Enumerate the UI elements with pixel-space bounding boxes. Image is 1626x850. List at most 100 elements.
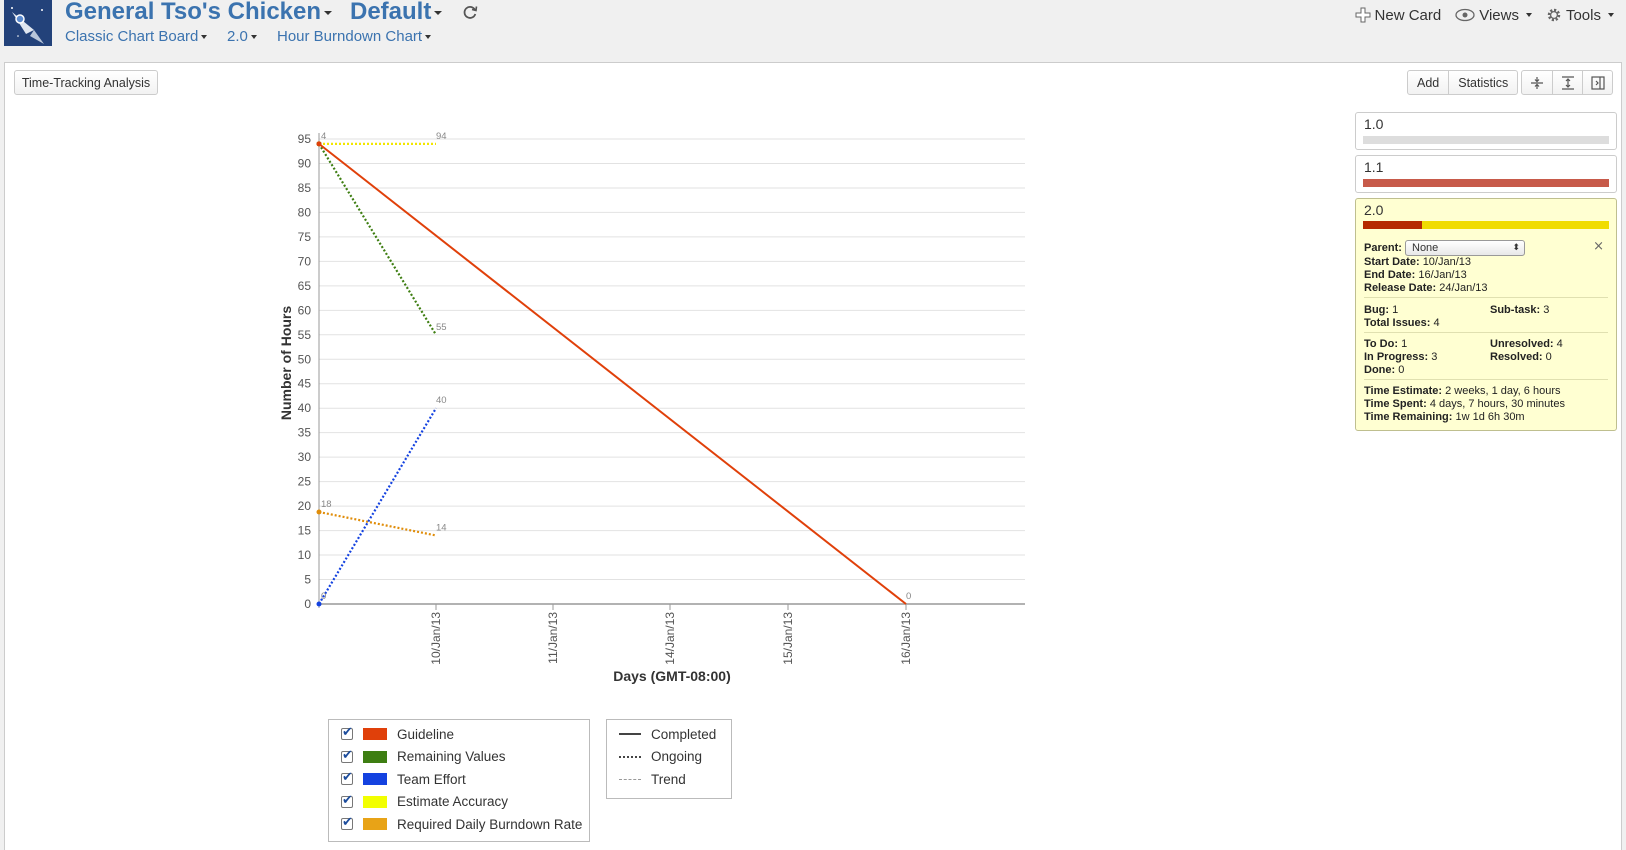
color-swatch bbox=[363, 795, 387, 808]
resolved-label: Resolved: bbox=[1490, 351, 1543, 363]
version-card-1-1[interactable]: 1.1 bbox=[1355, 155, 1617, 193]
version-progress-done bbox=[1363, 221, 1423, 229]
x-axis-title: Days (GMT-08:00) bbox=[613, 668, 730, 684]
y-tick-label: 30 bbox=[298, 450, 312, 464]
data-label: 4 bbox=[321, 131, 326, 142]
views-menu[interactable]: Views bbox=[1455, 7, 1532, 24]
y-axis-title: Number of Hours bbox=[278, 306, 294, 421]
legend-label: Estimate Accuracy bbox=[397, 794, 509, 810]
done-label: Done: bbox=[1364, 364, 1396, 376]
board-type-label: Classic Chart Board bbox=[65, 28, 199, 45]
version-name: 2.0 bbox=[1364, 202, 1384, 218]
todo-value: 1 bbox=[1401, 338, 1408, 350]
chevron-down-icon bbox=[250, 35, 257, 40]
unresolved-value: 4 bbox=[1556, 338, 1563, 350]
time-tracking-analysis-button[interactable]: Time-Tracking Analysis bbox=[14, 70, 158, 95]
series-point bbox=[316, 509, 322, 515]
total-issues-label: Total Issues: bbox=[1364, 317, 1431, 329]
legend-item[interactable]: Team Effort bbox=[329, 768, 589, 791]
statistics-button[interactable]: Statistics bbox=[1448, 71, 1517, 94]
y-tick-label: 25 bbox=[298, 475, 312, 489]
series-legend: Guideline Remaining Values Team Effort Esti… bbox=[328, 719, 590, 842]
y-tick-label: 40 bbox=[298, 401, 312, 415]
checkbox[interactable] bbox=[341, 815, 353, 831]
board-selector[interactable]: Default bbox=[350, 0, 443, 26]
legend-label: Required Daily Burndown Rate bbox=[397, 816, 583, 832]
chart-type-label: Hour Burndown Chart bbox=[277, 28, 423, 45]
y-tick-label: 15 bbox=[298, 524, 312, 538]
time-estimate-label: Time Estimate: bbox=[1364, 385, 1443, 397]
start-date-label: Start Date: bbox=[1364, 256, 1420, 268]
burndown-chart: 0510152025303540455055606570758085909510… bbox=[278, 131, 1025, 684]
y-tick-label: 65 bbox=[298, 279, 312, 293]
data-label: 94 bbox=[436, 131, 447, 142]
series-point bbox=[316, 601, 322, 607]
chevron-down-icon bbox=[201, 35, 208, 40]
style-completed: Completed bbox=[607, 723, 731, 746]
toggle-sidebar-icon[interactable] bbox=[1582, 71, 1612, 94]
done-value: 0 bbox=[1398, 364, 1405, 376]
release-date-label: Release Date: bbox=[1364, 282, 1437, 294]
solid-line-icon bbox=[619, 733, 641, 736]
style-label: Completed bbox=[651, 726, 717, 742]
checkbox[interactable] bbox=[341, 770, 353, 786]
checkbox[interactable] bbox=[341, 793, 353, 808]
y-tick-label: 90 bbox=[298, 156, 312, 170]
chevron-down-icon bbox=[425, 35, 432, 40]
close-icon[interactable]: × bbox=[1593, 239, 1604, 254]
version-label: 2.0 bbox=[227, 28, 248, 45]
chart-type-menu[interactable]: Hour Burndown Chart bbox=[277, 28, 432, 45]
expand-icon[interactable] bbox=[1552, 71, 1582, 94]
refresh-icon[interactable] bbox=[461, 3, 479, 21]
checkbox[interactable] bbox=[341, 725, 353, 741]
style-ongoing: Ongoing bbox=[607, 746, 731, 769]
parent-select[interactable]: None ⬍ bbox=[1405, 240, 1525, 256]
y-tick-label: 75 bbox=[298, 230, 312, 244]
style-label: Trend bbox=[651, 771, 686, 787]
y-tick-label: 55 bbox=[298, 328, 312, 342]
total-issues-value: 4 bbox=[1433, 317, 1440, 329]
project-title[interactable]: General Tso's Chicken bbox=[65, 0, 333, 26]
version-name: 1.0 bbox=[1364, 116, 1384, 132]
y-tick-label: 5 bbox=[304, 573, 311, 587]
chevron-down-icon bbox=[1525, 13, 1532, 17]
y-tick-label: 85 bbox=[298, 181, 312, 195]
data-label: 0 bbox=[321, 591, 326, 602]
version-card-2-0[interactable]: 2.0 Parent: None ⬍ × Start Date: 10/Jan/… bbox=[1355, 198, 1617, 431]
tools-menu[interactable]: Tools bbox=[1546, 7, 1614, 24]
parent-value: None bbox=[1412, 242, 1439, 254]
divider bbox=[1364, 297, 1608, 298]
legend-item[interactable]: Required Daily Burndown Rate bbox=[329, 813, 589, 836]
legend-item[interactable]: Remaining Values bbox=[329, 746, 589, 769]
board-type-menu[interactable]: Classic Chart Board bbox=[65, 28, 208, 45]
series-line-required-daily-burndown-rate bbox=[318, 510, 437, 537]
x-tick-label: 14/Jan/13 bbox=[663, 612, 677, 665]
end-date-label: End Date: bbox=[1364, 269, 1416, 281]
project-logo[interactable] bbox=[4, 0, 52, 46]
legend-item[interactable]: Estimate Accuracy bbox=[329, 791, 589, 814]
collapse-icon[interactable] bbox=[1522, 71, 1552, 94]
version-card-1-0[interactable]: 1.0 bbox=[1355, 112, 1617, 150]
checkbox[interactable] bbox=[341, 748, 353, 763]
new-card-button[interactable]: New Card bbox=[1355, 7, 1441, 24]
version-menu[interactable]: 2.0 bbox=[227, 28, 257, 45]
unresolved-label: Unresolved: bbox=[1490, 338, 1554, 350]
series-line-guideline bbox=[318, 143, 907, 605]
parent-label: Parent: bbox=[1364, 242, 1402, 254]
legend-item[interactable]: Guideline bbox=[329, 723, 589, 746]
tools-label: Tools bbox=[1565, 6, 1601, 24]
color-swatch bbox=[363, 773, 387, 786]
x-tick-label: 15/Jan/13 bbox=[781, 612, 795, 665]
start-date-value: 10/Jan/13 bbox=[1422, 256, 1472, 268]
dotted-line-icon bbox=[619, 755, 641, 758]
board-name: Default bbox=[350, 0, 432, 25]
data-label: 40 bbox=[436, 395, 447, 406]
version-progress-bar bbox=[1363, 221, 1609, 229]
version-name: 1.1 bbox=[1364, 159, 1384, 175]
time-spent-label: Time Spent: bbox=[1364, 398, 1427, 410]
gear-icon bbox=[1547, 8, 1561, 22]
legend-label: Team Effort bbox=[397, 771, 466, 787]
x-tick-label: 16/Jan/13 bbox=[899, 612, 913, 665]
x-tick-label: 11/Jan/13 bbox=[546, 612, 560, 664]
add-button[interactable]: Add bbox=[1417, 75, 1440, 90]
